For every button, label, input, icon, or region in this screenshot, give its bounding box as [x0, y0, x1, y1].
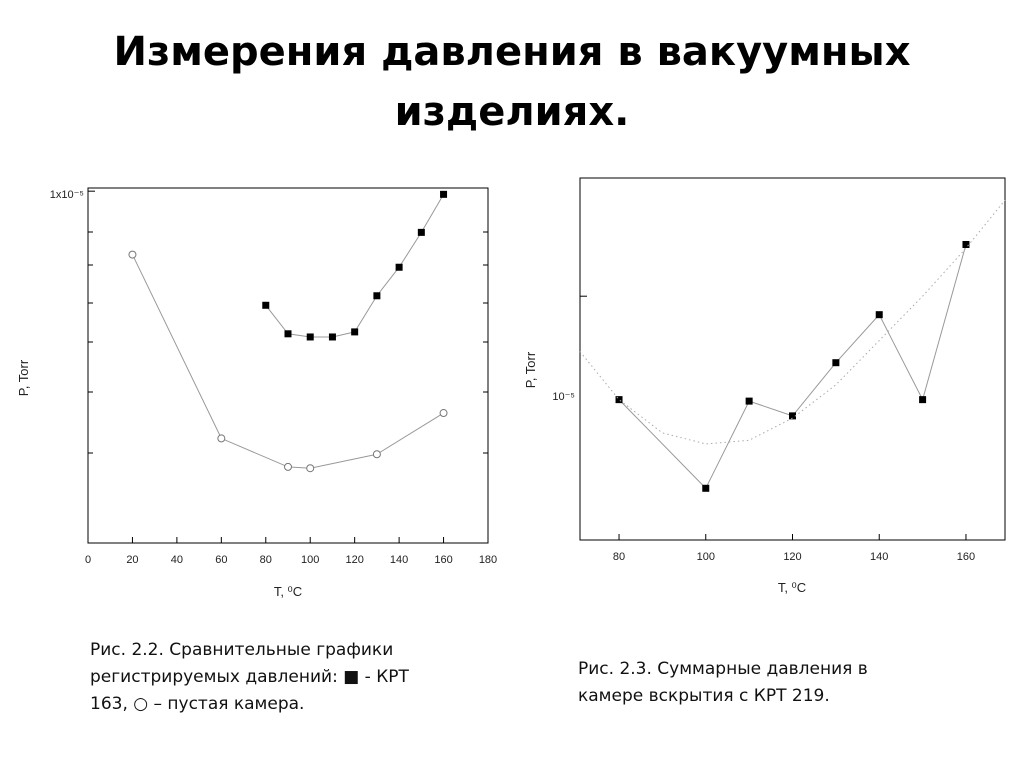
series-1 [262, 190, 448, 341]
series-1 [615, 240, 970, 492]
x-tick-label: 140 [870, 551, 888, 563]
x-tick-label: 180 [479, 554, 497, 566]
x-axis-label: T, ⁰C [778, 580, 806, 595]
x-tick-label: 120 [345, 554, 363, 566]
chart-2: 80 100 120 140 160 10⁻⁵ T, ⁰C P, Torr [523, 177, 1006, 595]
x-tick-label: 60 [215, 554, 227, 566]
caption-1-line-1: Рис. 2.2. Сравнительные графики [90, 640, 394, 660]
series-line [131, 254, 444, 469]
data-point-circle [306, 464, 315, 473]
x-tick-label: 140 [390, 554, 408, 566]
data-point-circle [372, 450, 381, 459]
x-tick-label: 160 [957, 551, 975, 563]
fit-curve [579, 199, 1006, 445]
x-tick-label: 120 [783, 551, 801, 563]
figure-2-2-caption: Рис. 2.2. Сравнительные графики регистри… [90, 637, 500, 718]
chart-1: 0 20 40 60 80 100 120 140 160 180 1x10⁻⁵ T, ⁰C P, To… [16, 187, 497, 599]
data-point-circle [217, 434, 226, 443]
y-axis-label: P, Torr [16, 359, 31, 396]
y-axis-label: P, Torr [523, 351, 538, 388]
caption-1-line-3: 163, ○ – пустая камера. [90, 694, 305, 714]
y-tick-label: 1x10⁻⁵ [50, 189, 84, 201]
data-point-square [262, 301, 270, 309]
caption-2-line-2: камере вскрытия с КРТ 219. [578, 686, 830, 706]
caption-2-line-1: Рис. 2.3. Суммарные давления в [578, 659, 868, 679]
data-point-square [832, 359, 840, 367]
data-point-square [745, 397, 753, 405]
data-point-square [789, 412, 796, 420]
data-point-square [306, 333, 314, 341]
x-tick-label: 80 [260, 554, 272, 566]
plot-frame [87, 187, 489, 544]
data-point-square [962, 240, 970, 248]
data-point-circle [128, 250, 137, 259]
slide-title-line-1: Измерения давления в вакуумных [113, 29, 911, 75]
data-point-circle [284, 462, 292, 471]
data-point-square [373, 292, 381, 300]
series-2 [579, 199, 1006, 445]
plot-frame [579, 177, 1006, 541]
series-2 [128, 250, 448, 473]
figure-2-3-caption: Рис. 2.3. Суммарные давления в камере вс… [578, 656, 978, 710]
data-point-circle [439, 409, 448, 418]
data-point-square [417, 228, 425, 236]
slide-title: Измерения давления в вакуумных изделиях. [0, 22, 1024, 142]
x-tick-label: 20 [126, 554, 138, 566]
caption-1-line-2: регистрируемых давлений: ■ - КРТ [90, 667, 409, 687]
data-point-square [351, 328, 359, 336]
series-line [265, 194, 444, 338]
series-line [618, 244, 967, 490]
y-tick-label: 10⁻⁵ [552, 391, 575, 403]
x-tick-label: 40 [171, 554, 183, 566]
slide-title-line-2: изделиях. [394, 89, 630, 135]
data-point-square [702, 484, 710, 492]
data-point-square [284, 330, 292, 338]
data-point-square [919, 396, 927, 404]
data-point-square [440, 190, 448, 198]
x-axis-label: T, ⁰C [274, 584, 302, 599]
data-point-square [395, 263, 403, 271]
x-tick-label: 80 [613, 551, 625, 563]
data-point-square [328, 333, 336, 341]
data-point-square [615, 396, 623, 404]
x-tick-label: 100 [697, 551, 715, 563]
x-tick-label: 160 [434, 554, 452, 566]
data-point-square [875, 311, 883, 319]
x-tick-label: 100 [301, 554, 319, 566]
x-tick-label: 0 [85, 554, 91, 566]
